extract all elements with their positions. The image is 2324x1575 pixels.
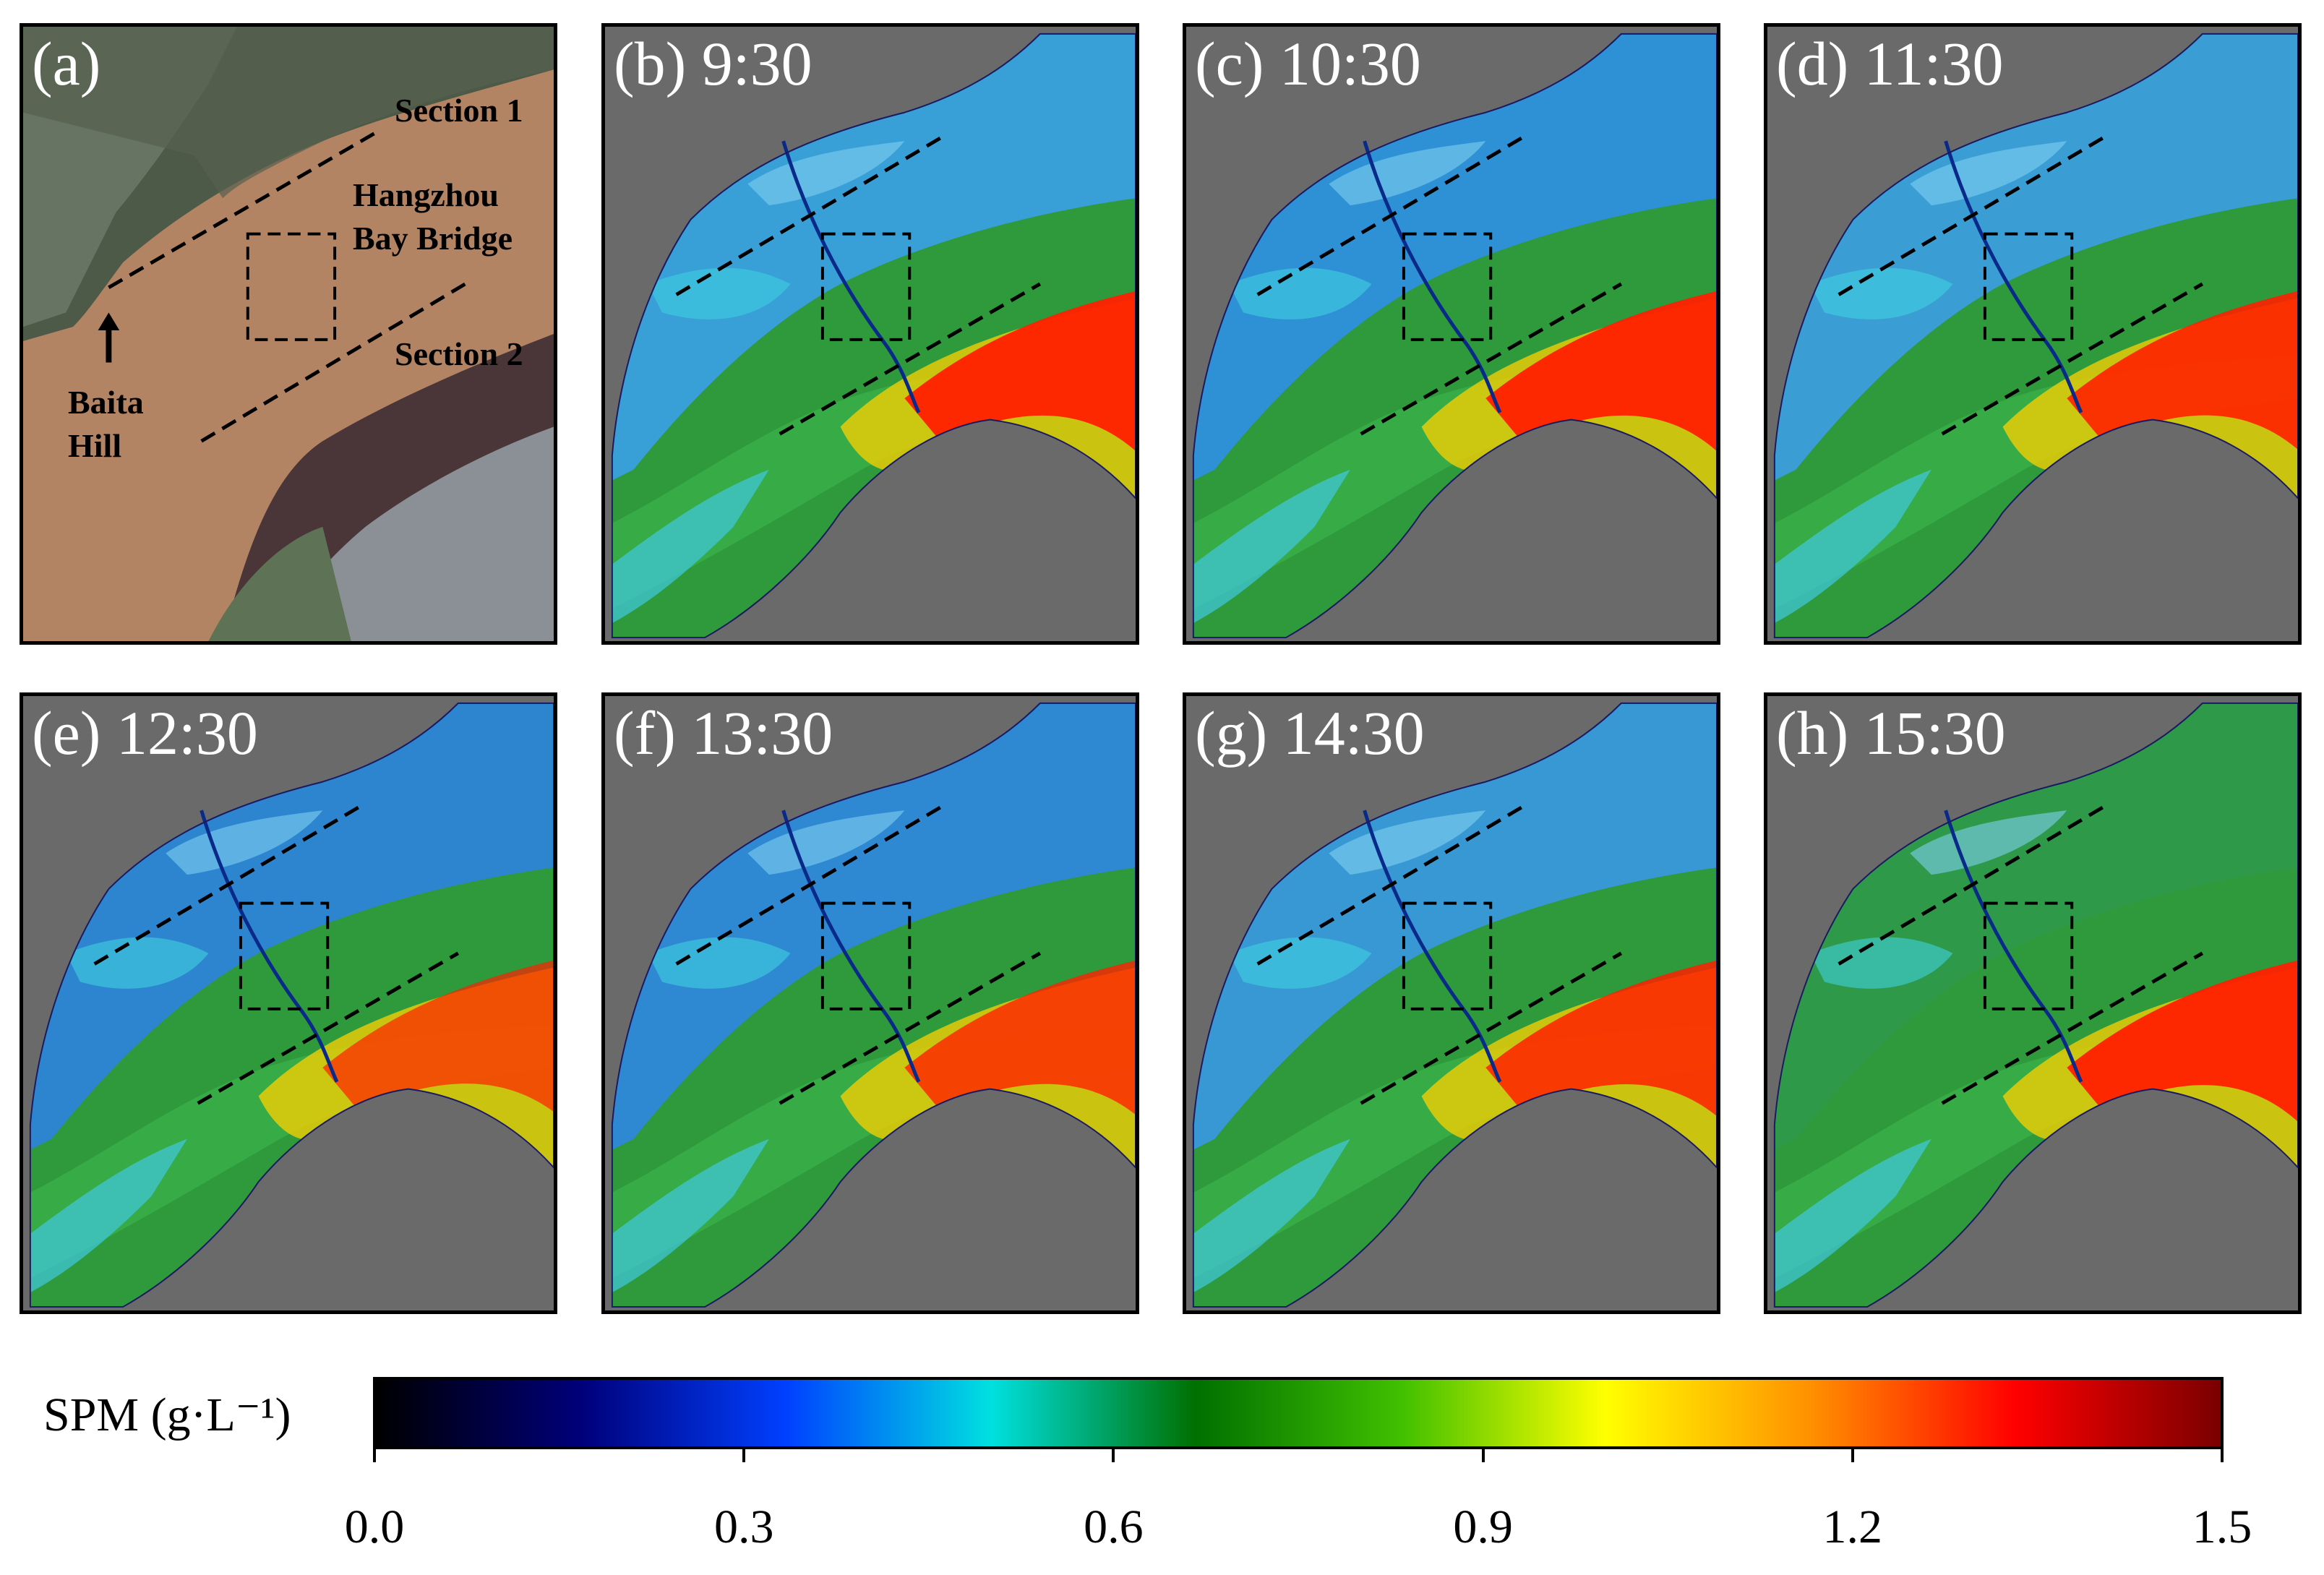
panel-f-spm-map: (f) 13:30 — [601, 692, 1139, 1314]
bridge-label-line-1: Hangzhou — [353, 176, 499, 213]
colorbar-tick — [1112, 1449, 1115, 1462]
colorbar-tick-label: 0.9 — [1453, 1501, 1513, 1553]
panel-label: (d) 11:30 — [1776, 29, 2004, 98]
panel-d-spm-map: (d) 11:30 — [1764, 23, 2302, 645]
panel-h-spm-map: (h) 15:30 — [1764, 692, 2302, 1314]
colorbar — [373, 1377, 2224, 1449]
spm-map-image — [611, 33, 1136, 639]
panel-a-label: (a) — [32, 29, 101, 98]
colorbar-title: SPM (g·L⁻¹) — [43, 1389, 291, 1441]
panel-label: (c) 10:30 — [1195, 29, 1421, 98]
spm-map-image — [1192, 702, 1717, 1308]
panel-g-spm-map: (g) 14:30 — [1183, 692, 1720, 1314]
panel-label: (h) 15:30 — [1776, 698, 2006, 768]
panel-label: (g) 14:30 — [1195, 698, 1425, 768]
colorbar-tick — [742, 1449, 746, 1462]
colorbar-tick — [1851, 1449, 1854, 1462]
hill-label-line-1: Baita — [68, 384, 144, 421]
hill-label-line-2: Hill — [68, 427, 122, 464]
panel-a-satellite: (a) Section 1 Hangzhou Bay Bridge Sectio… — [20, 23, 557, 645]
satellite-image — [23, 27, 554, 641]
colorbar-tick-label: 0.0 — [344, 1501, 405, 1553]
colorbar-tick-label: 0.6 — [1084, 1501, 1144, 1553]
section-1-label: Section 1 — [395, 92, 523, 129]
panel-c-spm-map: (c) 10:30 — [1183, 23, 1720, 645]
panel-label: (f) 13:30 — [614, 698, 833, 768]
colorbar-tick-label: 0.3 — [713, 1501, 774, 1553]
spm-map-image — [1773, 702, 2298, 1308]
colorbar-tick-label: 1.2 — [1822, 1501, 1883, 1553]
section-2-label: Section 2 — [395, 335, 523, 372]
colorbar-tick — [373, 1449, 376, 1462]
up-arrow-icon — [98, 312, 120, 331]
colorbar-tick — [1481, 1449, 1485, 1462]
spm-map-image — [1192, 33, 1717, 639]
panel-e-spm-map: (e) 12:30 — [20, 692, 557, 1314]
spm-map-image — [29, 702, 554, 1308]
panel-b-spm-map: (b) 9:30 — [601, 23, 1139, 645]
bridge-label-line-2: Bay Bridge — [353, 220, 513, 257]
spm-map-image — [611, 702, 1136, 1308]
panel-label: (b) 9:30 — [614, 29, 812, 98]
colorbar-tick — [2221, 1449, 2224, 1462]
spm-map-image — [1773, 33, 2298, 639]
colorbar-tick-label: 1.5 — [2192, 1501, 2252, 1553]
panel-label: (e) 12:30 — [32, 698, 258, 768]
